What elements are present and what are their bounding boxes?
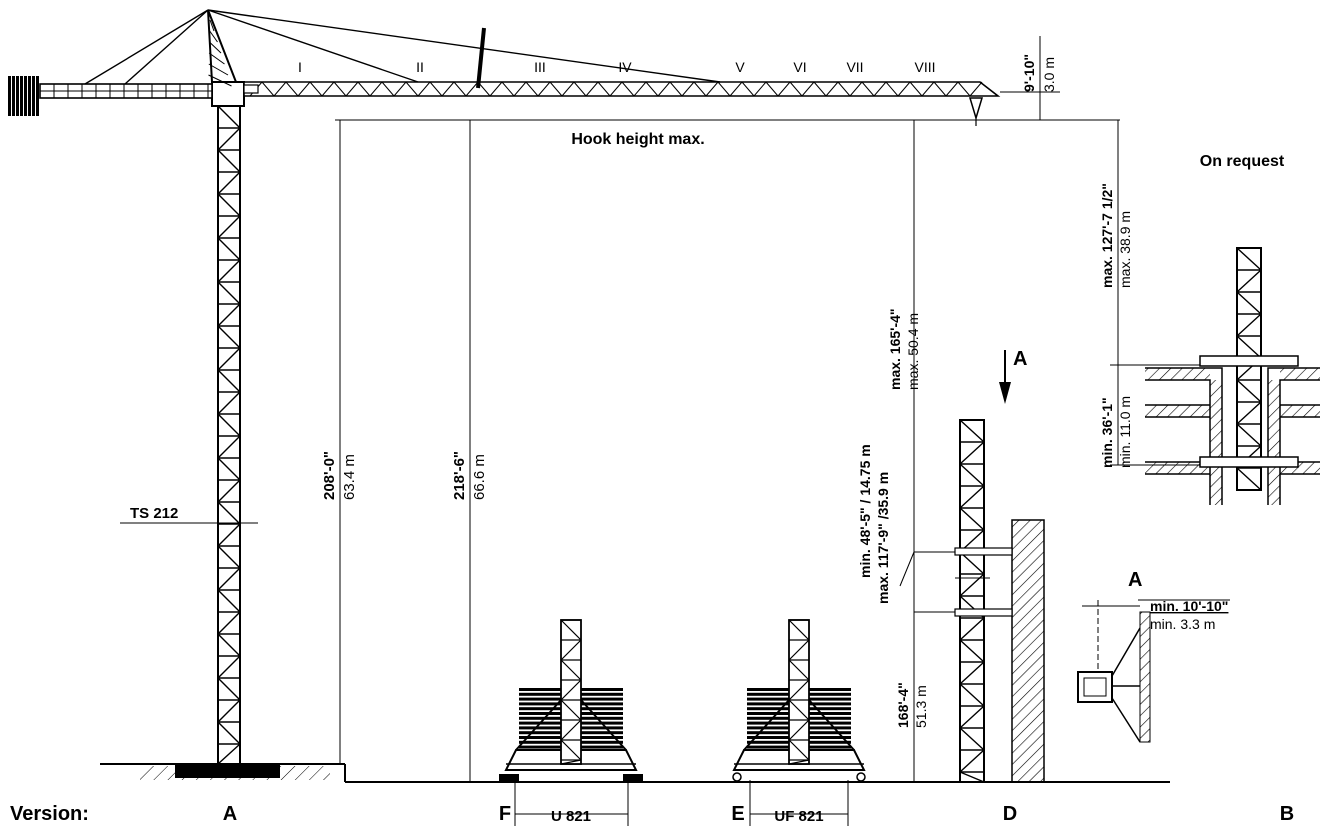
- tower-section-callout: TS 212: [120, 505, 258, 524]
- height-b-top-metric: max. 38.9 m: [1117, 211, 1133, 288]
- height-d-top-metric: max. 50.4 m: [905, 313, 921, 390]
- jib-height-metric: 3.0 m: [1041, 57, 1057, 92]
- version-d-label: D: [1003, 803, 1017, 825]
- height-f-metric: 66.6 m: [471, 454, 488, 500]
- height-d-top-imperial: max. 165'-4": [887, 308, 903, 390]
- height-b-bottom-imperial: min. 36'-1": [1099, 397, 1115, 468]
- counter-jib: [39, 83, 213, 99]
- tie-distance-min: min. 48'-5" / 14.75 m: [857, 444, 873, 578]
- version-labels: Version: A F E D B: [10, 803, 1294, 825]
- height-f-imperial: 218'-6": [451, 451, 468, 500]
- undercarriage-f-label: U 821: [551, 808, 591, 825]
- jib-section-label: II: [416, 59, 424, 75]
- height-dimension-d: max. 165'-4" max. 50.4 m min. 48'-5" / 1…: [857, 120, 1010, 782]
- tower-mast: [217, 105, 241, 765]
- undercarriage-dimension-e: UF 821: [749, 780, 849, 826]
- jib-height-imperial: 9'-10": [1021, 54, 1037, 92]
- jib: [243, 81, 1001, 97]
- height-a-metric: 63.4 m: [341, 454, 358, 500]
- section-a-view-label: A: [1128, 569, 1142, 591]
- crane-b-inner-climbing: [1145, 247, 1320, 505]
- jib-section-label: V: [735, 59, 745, 75]
- tower-section-label: TS 212: [130, 505, 178, 522]
- section-a-arrow: A: [999, 348, 1027, 404]
- tie-distance-max: max. 117'-9" /35.9 m: [875, 472, 891, 604]
- crane-f-undercarriage: [499, 619, 643, 782]
- hook-height-title: Hook height max.: [571, 131, 704, 148]
- version-a-label: A: [223, 803, 237, 825]
- on-request-label: On request: [1200, 153, 1285, 170]
- crane-a: [8, 9, 1001, 778]
- version-f-label: F: [499, 803, 511, 825]
- height-dimension-b: max. 127'-7 1/2" max. 38.9 m min. 36'-1"…: [1099, 120, 1205, 468]
- version-label: Version:: [10, 803, 89, 825]
- jib-section-labels: I II III IV V VI VII VIII: [298, 59, 935, 75]
- distance-a-imperial: min. 10'-10": [1150, 598, 1228, 614]
- jib-section-label: VI: [793, 59, 806, 75]
- version-b-label: B: [1280, 803, 1294, 825]
- undercarriage-dimension-f: U 821: [514, 780, 629, 826]
- height-d-bottom-imperial: 168'-4": [895, 682, 911, 728]
- version-e-label: E: [731, 803, 744, 825]
- foundation-block: [175, 764, 280, 778]
- crane-d-tied: [954, 419, 1045, 783]
- section-a-plan-view: A min. 10'-10" min. 3.3 m: [1077, 569, 1230, 743]
- jib-section-label: I: [298, 59, 302, 75]
- counterweight: [8, 76, 39, 116]
- height-b-bottom-metric: min. 11.0 m: [1117, 396, 1133, 468]
- height-b-top-imperial: max. 127'-7 1/2": [1099, 183, 1115, 288]
- jib-section-label: VII: [846, 59, 863, 75]
- jib-section-label: IV: [618, 59, 632, 75]
- jib-section-label: VIII: [914, 59, 935, 75]
- jib-section-label: III: [534, 59, 546, 75]
- crane-e-undercarriage: [732, 619, 866, 782]
- undercarriage-e-label: UF 821: [774, 808, 823, 825]
- section-a-arrow-label: A: [1013, 348, 1027, 370]
- distance-a-metric: min. 3.3 m: [1150, 616, 1215, 632]
- height-a-imperial: 208'-0": [321, 451, 338, 500]
- height-dimension-f: 218'-6" 66.6 m: [451, 120, 488, 782]
- jib-height-dimension: 9'-10" 3.0 m: [985, 36, 1120, 121]
- height-dimension-a: 208'-0" 63.4 m: [321, 120, 358, 764]
- height-d-bottom-metric: 51.3 m: [913, 685, 929, 728]
